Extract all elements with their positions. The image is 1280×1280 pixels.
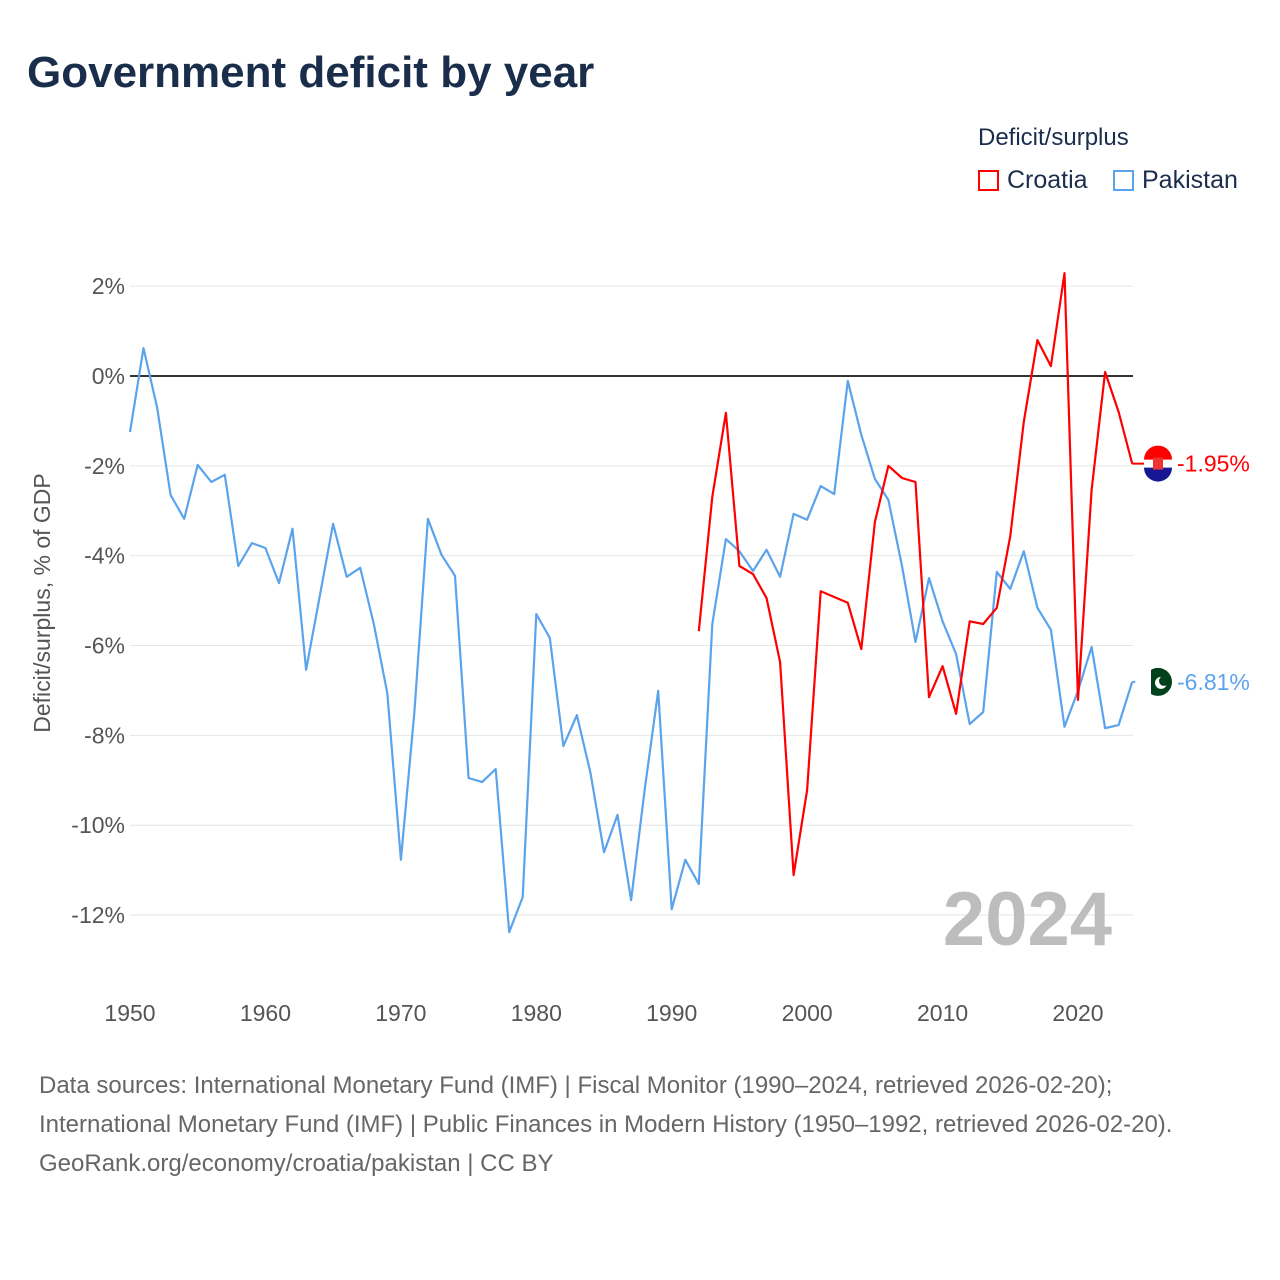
- legend-item-pakistan[interactable]: Pakistan: [1113, 166, 1238, 195]
- flag-blue: [1144, 467, 1172, 482]
- x-tick-label: 2000: [782, 1000, 833, 1026]
- y-tick-label: -6%: [84, 633, 125, 659]
- credit-link[interactable]: GeoRank.org/economy/croatia/pakistan | C…: [39, 1150, 554, 1177]
- legend-label: Croatia: [1007, 166, 1088, 194]
- y-tick-label: 2%: [92, 273, 125, 299]
- y-tick-label: -8%: [84, 722, 125, 748]
- x-tick-label: 1950: [104, 1000, 155, 1026]
- line-chart: 2% 0% -2% -4% -6% -8% -10% -12% 1950 1960 1970 1980…: [29, 272, 1250, 1026]
- data-sources: Data sources: International Monetary Fun…: [39, 1072, 1173, 1138]
- page-title: Government deficit by year: [27, 48, 595, 97]
- flag-shield: [1153, 457, 1163, 470]
- x-tick-label: 2010: [917, 1000, 968, 1026]
- x-tick-label: 1990: [646, 1000, 697, 1026]
- flag-red: [1144, 445, 1172, 460]
- legend-label: Pakistan: [1142, 166, 1238, 194]
- flag-white: [1135, 668, 1151, 695]
- y-tick-label: 0%: [92, 363, 125, 389]
- legend-swatch-pakistan: [1113, 170, 1134, 191]
- flag-icon-croatia: [1144, 445, 1172, 482]
- x-tick-label: 1980: [511, 1000, 562, 1026]
- legend-title: Deficit/surplus: [978, 124, 1129, 151]
- footer: Data sources: International Monetary Fun…: [39, 1066, 1239, 1183]
- y-tick-label: -10%: [71, 812, 125, 838]
- year-watermark: 2024: [943, 877, 1112, 962]
- legend-item-croatia[interactable]: Croatia: [978, 166, 1088, 195]
- y-tick-label: -2%: [84, 453, 125, 479]
- y-tick-label: -4%: [84, 543, 125, 569]
- x-tick-label: 2020: [1052, 1000, 1103, 1026]
- end-value-label-pakistan: -6.81%: [1177, 669, 1250, 695]
- x-tick-label: 1960: [240, 1000, 291, 1026]
- flag-crescent-cut: [1159, 675, 1169, 686]
- y-tick-label: -12%: [71, 902, 125, 928]
- series-line-pakistan: [128, 347, 1134, 934]
- legend-swatch-croatia: [978, 170, 999, 191]
- series-line-croatia: [697, 272, 1134, 877]
- end-value-label-croatia: -1.95%: [1177, 451, 1250, 477]
- y-axis-label: Deficit/surplus, % of GDP: [29, 473, 55, 732]
- x-tick-label: 1970: [375, 1000, 426, 1026]
- flag-icon-pakistan: [1135, 667, 1172, 696]
